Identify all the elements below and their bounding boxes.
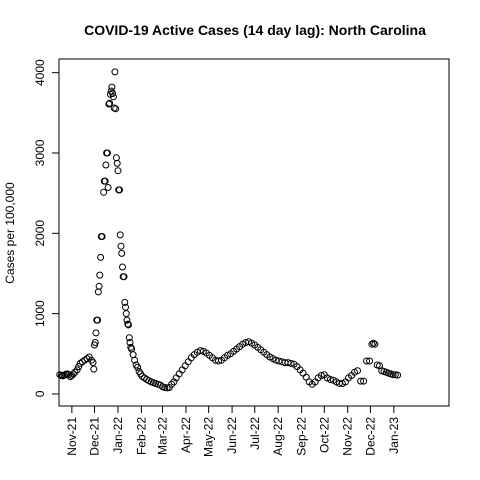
data-point xyxy=(369,339,377,347)
data-point xyxy=(363,357,371,365)
x-tick-label: Jan-22 xyxy=(111,417,125,454)
data-point xyxy=(65,371,73,379)
data-point xyxy=(118,249,126,257)
data-point xyxy=(106,99,114,107)
y-tick-label: 3000 xyxy=(33,139,47,166)
x-tick-label: Nov-21 xyxy=(65,417,79,456)
data-point xyxy=(131,356,139,364)
data-point xyxy=(181,362,189,370)
x-tick-label: May-22 xyxy=(202,417,216,457)
x-tick-label: Dec-22 xyxy=(363,417,377,456)
x-tick-label: Jan-23 xyxy=(387,417,401,454)
data-point xyxy=(94,288,102,296)
y-tick-label: 1000 xyxy=(33,300,47,327)
data-points xyxy=(56,68,402,392)
data-point xyxy=(368,340,376,348)
data-point xyxy=(357,377,365,385)
data-point xyxy=(92,329,100,337)
data-point xyxy=(389,371,397,379)
data-point xyxy=(196,347,204,355)
data-point xyxy=(129,351,137,359)
data-point xyxy=(116,186,123,194)
data-point xyxy=(124,320,132,328)
data-point xyxy=(114,167,122,175)
data-point xyxy=(96,271,104,279)
y-tick-label: 0 xyxy=(33,390,47,397)
data-point xyxy=(168,380,176,388)
y-axis-label: Cases per 100,000 xyxy=(3,182,17,284)
data-point xyxy=(100,188,108,196)
data-point xyxy=(71,368,79,376)
x-axis: Nov-21 Dec-21 Jan-22 Feb-22 Mar-22 Apr-22 May-… xyxy=(65,405,401,457)
data-point xyxy=(116,231,124,239)
data-point xyxy=(125,334,133,342)
data-point xyxy=(394,371,402,379)
data-point xyxy=(120,273,128,281)
data-point xyxy=(170,378,178,386)
data-point xyxy=(119,263,126,271)
data-point xyxy=(111,68,119,76)
data-point xyxy=(317,372,325,379)
data-point xyxy=(112,154,120,162)
data-point xyxy=(89,359,97,367)
data-point xyxy=(125,321,132,329)
data-point xyxy=(112,105,120,113)
data-point xyxy=(113,159,121,167)
data-point xyxy=(103,149,111,157)
x-tick-label: Feb-22 xyxy=(134,417,148,455)
x-tick-label: Aug-22 xyxy=(271,417,285,456)
data-point xyxy=(178,366,186,374)
data-point xyxy=(117,242,125,250)
data-point xyxy=(69,370,77,378)
data-point xyxy=(108,83,116,91)
data-point xyxy=(101,177,109,185)
data-point xyxy=(94,316,101,324)
x-tick-label: Dec-21 xyxy=(88,417,102,456)
data-point xyxy=(105,100,113,108)
data-point xyxy=(95,282,103,290)
data-point xyxy=(121,298,129,306)
data-point xyxy=(122,310,130,318)
data-point xyxy=(175,370,183,378)
data-point xyxy=(360,377,368,385)
data-point xyxy=(371,340,379,348)
x-tick-label: Apr-22 xyxy=(179,417,193,453)
x-tick-label: Jun-22 xyxy=(225,417,239,454)
data-point xyxy=(326,376,334,383)
data-point xyxy=(104,184,112,191)
data-point xyxy=(97,253,105,261)
chart-title: COVID-19 Active Cases (14 day lag): Nort… xyxy=(84,22,426,38)
y-tick-label: 4000 xyxy=(33,59,47,86)
data-point xyxy=(184,358,192,366)
data-point xyxy=(73,366,81,374)
data-point xyxy=(109,90,117,97)
data-point xyxy=(76,359,84,367)
data-point xyxy=(102,161,110,169)
data-point xyxy=(123,316,131,324)
data-point xyxy=(90,365,98,373)
x-tick-label: Jul-22 xyxy=(248,417,262,450)
data-point xyxy=(354,367,361,375)
data-point xyxy=(109,93,117,101)
data-point xyxy=(98,233,106,240)
data-point xyxy=(215,357,222,365)
data-point xyxy=(134,363,142,371)
y-axis: 0 1000 2000 3000 4000 xyxy=(33,59,60,397)
x-tick-label: Sep-22 xyxy=(295,417,309,456)
data-point xyxy=(91,339,99,346)
data-point xyxy=(83,355,91,363)
data-point xyxy=(287,359,295,367)
data-point xyxy=(75,363,83,371)
x-tick-label: Oct-22 xyxy=(317,417,331,453)
data-point xyxy=(126,339,134,346)
data-point xyxy=(366,357,374,365)
y-tick-label: 2000 xyxy=(33,220,47,247)
x-tick-label: Nov-22 xyxy=(341,417,355,456)
x-tick-label: Mar-22 xyxy=(156,417,170,455)
